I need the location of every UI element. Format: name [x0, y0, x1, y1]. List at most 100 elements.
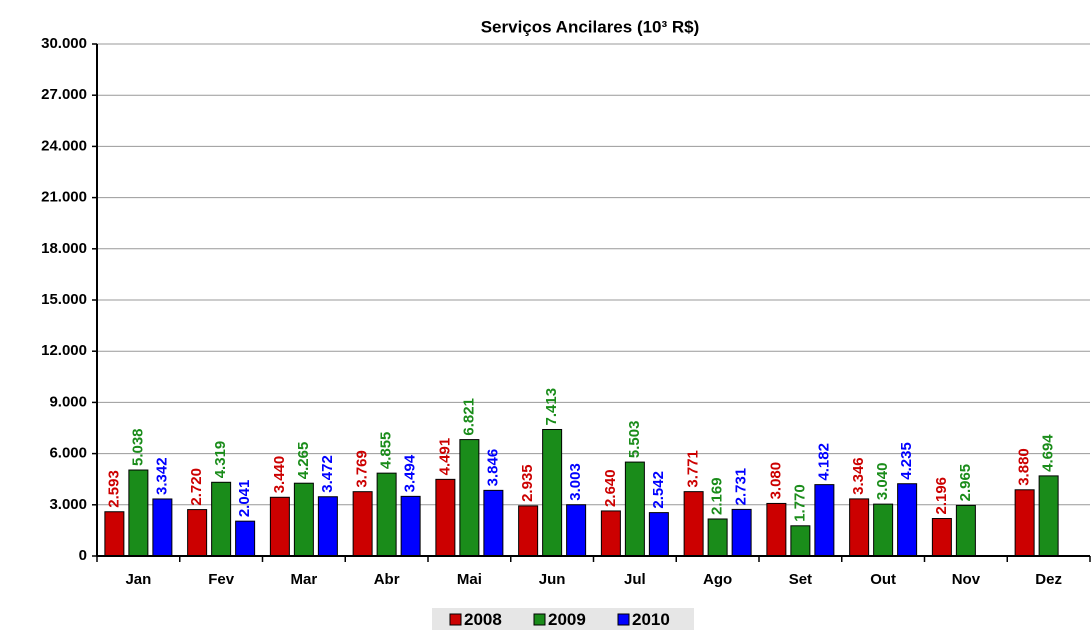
y-tick-label: 21.000 — [41, 189, 87, 206]
y-tick-label: 9.000 — [49, 393, 87, 410]
bar — [211, 481, 232, 557]
data-label: 3.769 — [354, 450, 371, 488]
bar — [542, 428, 563, 557]
bar — [624, 461, 645, 557]
y-tick-label: 27.000 — [41, 86, 87, 103]
y-tick-label: 3.000 — [49, 496, 87, 513]
legend: 2008 2009 2010 — [432, 608, 694, 630]
bar — [235, 520, 256, 557]
data-label: 2.041 — [236, 480, 253, 518]
y-tick-label: 30.000 — [41, 35, 87, 52]
data-label: 3.846 — [484, 449, 501, 487]
y-tick-label: 0 — [79, 547, 87, 564]
bar — [483, 489, 504, 557]
bar — [931, 518, 952, 557]
x-tick-label: Mar — [291, 571, 318, 588]
data-label: 2.935 — [519, 464, 536, 502]
legend-swatch — [617, 613, 630, 626]
bar — [518, 505, 539, 557]
bar — [566, 504, 587, 557]
data-label: 4.855 — [378, 432, 395, 470]
bar — [104, 511, 125, 557]
data-label: 3.472 — [319, 455, 336, 493]
bar — [955, 504, 976, 557]
y-tick-label: 15.000 — [41, 291, 87, 308]
data-label: 4.235 — [898, 442, 915, 480]
data-label: 3.003 — [567, 463, 584, 501]
data-label: 2.593 — [105, 470, 122, 508]
data-label: 7.413 — [543, 388, 560, 426]
data-label: 2.169 — [709, 477, 726, 515]
bar — [766, 502, 787, 557]
bar — [352, 491, 373, 557]
bar — [376, 472, 397, 557]
data-label: 2.196 — [933, 477, 950, 515]
bar — [683, 491, 704, 557]
bar — [269, 496, 290, 557]
bar — [600, 510, 621, 557]
legend-swatch — [449, 613, 462, 626]
data-label: 4.319 — [212, 441, 229, 479]
data-label: 4.182 — [815, 443, 832, 481]
x-tick-label: Fev — [208, 571, 235, 588]
x-tick-label: Set — [789, 571, 812, 588]
bar — [435, 478, 456, 557]
y-tick-label: 24.000 — [41, 137, 87, 154]
x-tick-label: Jun — [539, 571, 566, 588]
data-label: 4.265 — [295, 442, 312, 480]
x-tick-label: Abr — [374, 571, 400, 588]
y-tick-label: 6.000 — [49, 445, 87, 462]
data-label: 3.440 — [271, 456, 288, 494]
x-tick-label: Jan — [125, 571, 151, 588]
bar — [1038, 475, 1059, 557]
bar — [400, 495, 421, 557]
data-label: 3.346 — [850, 457, 867, 495]
data-label: 6.821 — [460, 398, 477, 436]
x-tick-label: Out — [870, 571, 896, 588]
bar — [731, 508, 752, 557]
bar — [790, 525, 811, 557]
data-label: 3.080 — [767, 462, 784, 500]
bar — [1014, 489, 1035, 557]
data-label: 3.771 — [685, 450, 702, 488]
data-label: 3.880 — [1016, 448, 1033, 486]
legend-label: 2010 — [632, 610, 670, 629]
bar — [648, 512, 669, 557]
x-tick-label: Mai — [457, 571, 482, 588]
bar — [128, 469, 149, 557]
bar — [187, 509, 208, 557]
x-tick-label: Ago — [703, 571, 732, 588]
data-label: 2.640 — [602, 469, 619, 507]
data-label: 2.731 — [733, 468, 750, 506]
legend-label: 2008 — [464, 610, 502, 629]
bar — [293, 482, 314, 557]
bar — [152, 498, 173, 557]
data-label: 2.542 — [650, 471, 667, 509]
data-label: 5.038 — [129, 428, 146, 466]
data-label: 2.720 — [188, 468, 205, 506]
bar — [317, 496, 338, 557]
x-tick-label: Dez — [1035, 571, 1062, 588]
x-tick-label: Jul — [624, 571, 646, 588]
data-label: 3.342 — [153, 457, 170, 495]
bar — [814, 484, 835, 557]
data-label: 1.770 — [791, 484, 808, 522]
bar — [873, 503, 894, 557]
bar — [897, 483, 918, 557]
y-tick-label: 18.000 — [41, 240, 87, 257]
chart-title: Serviços Ancilares (10³ R$) — [481, 17, 700, 36]
bar — [459, 439, 480, 557]
y-tick-label: 12.000 — [41, 342, 87, 359]
legend-swatch — [533, 613, 546, 626]
data-label: 4.694 — [1040, 434, 1057, 472]
bar — [707, 518, 728, 557]
legend-label: 2009 — [548, 610, 586, 629]
data-label: 4.491 — [436, 438, 453, 476]
data-label: 5.503 — [626, 421, 643, 459]
data-label: 3.494 — [402, 454, 419, 492]
x-tick-label: Nov — [952, 571, 981, 588]
data-label: 3.040 — [874, 463, 891, 501]
bar — [849, 498, 870, 557]
data-label: 2.965 — [957, 464, 974, 502]
